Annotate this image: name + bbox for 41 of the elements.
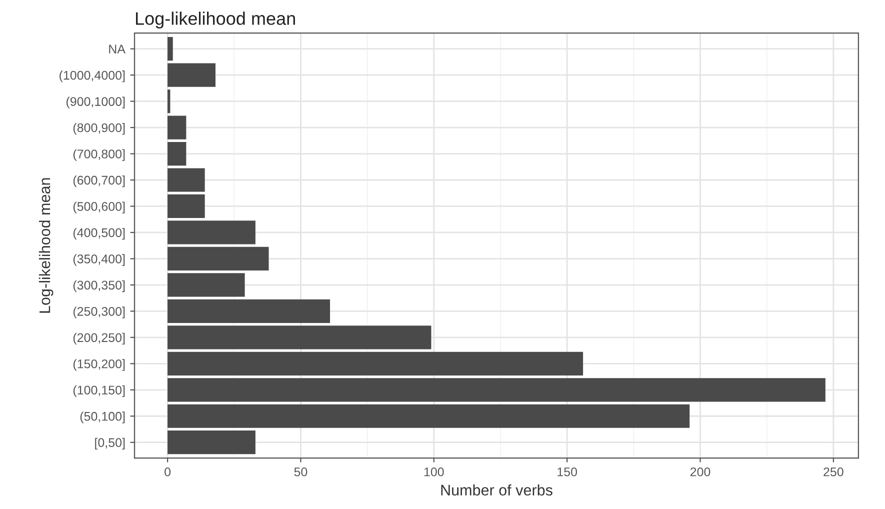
bar xyxy=(168,194,205,218)
bar xyxy=(168,168,205,192)
bar xyxy=(168,273,245,297)
x-tick-label: 250 xyxy=(824,467,844,476)
y-tick-label: (700,800] xyxy=(73,149,125,161)
x-tick-label: 200 xyxy=(690,467,710,476)
y-tick-label: (400,500] xyxy=(73,228,125,240)
x-tick-label: 50 xyxy=(294,467,308,476)
bar xyxy=(168,142,186,166)
y-tick-label: (300,350] xyxy=(73,280,125,292)
x-tick-label: 100 xyxy=(424,467,444,476)
bar xyxy=(168,352,584,376)
y-tick-label: (1000,4000] xyxy=(60,70,125,82)
y-tick-label: (250,300] xyxy=(73,306,125,318)
x-tick-label: 0 xyxy=(164,467,171,476)
y-tick-label: (50,100] xyxy=(80,412,125,424)
y-tick-label: (600,700] xyxy=(73,175,125,188)
bar xyxy=(168,37,173,61)
bar xyxy=(168,378,826,402)
bar xyxy=(168,430,256,454)
bar xyxy=(168,116,186,140)
y-tick-label: NA xyxy=(109,44,126,54)
bar xyxy=(168,220,256,244)
bar xyxy=(168,299,330,323)
y-tick-label: (900,1000] xyxy=(66,96,125,108)
bar xyxy=(168,246,269,271)
y-tick-label: (200,250] xyxy=(73,332,125,345)
y-tick-label: [0,50] xyxy=(95,438,125,450)
bar xyxy=(168,404,690,428)
y-tick-label: (500,600] xyxy=(73,202,125,214)
x-axis-title: Number of verbs xyxy=(441,484,552,496)
y-tick-label: (800,900] xyxy=(73,123,125,135)
bar xyxy=(168,89,170,114)
chart-title: Log-likelihood mean xyxy=(136,12,295,28)
y-tick-label: (350,400] xyxy=(73,254,125,266)
y-tick-label: (150,200] xyxy=(73,359,125,371)
bar xyxy=(168,326,432,350)
x-tick-label: 150 xyxy=(558,467,578,476)
bar xyxy=(168,63,216,87)
y-axis-title: Log-likelihood mean xyxy=(38,178,54,313)
y-tick-label: (100,150] xyxy=(73,385,125,398)
